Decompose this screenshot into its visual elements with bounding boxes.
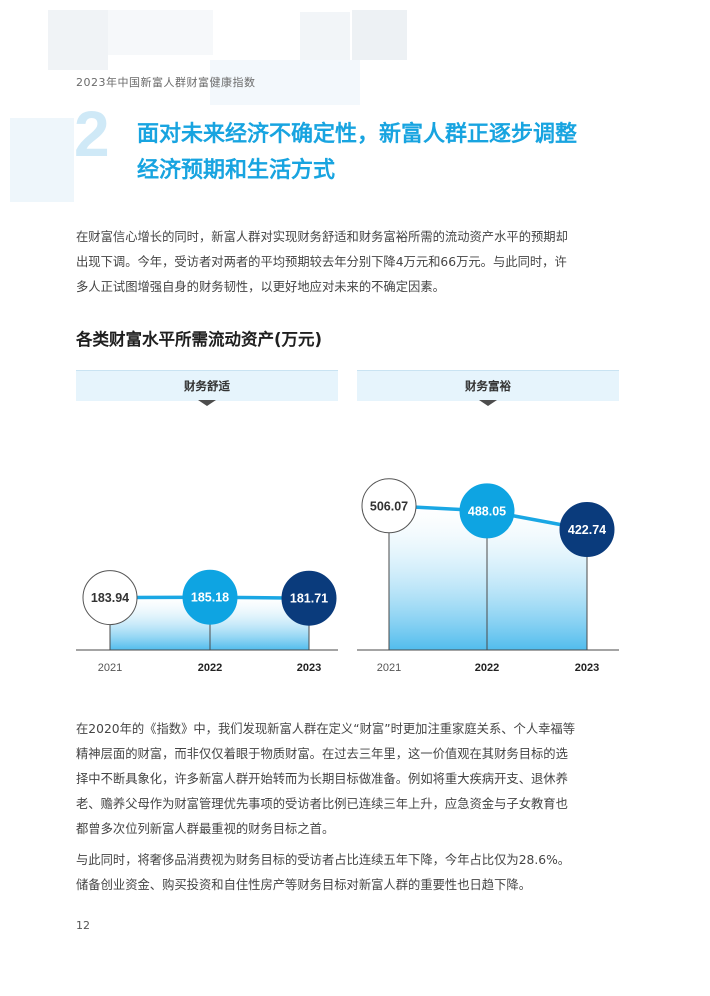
section-title-line-2: 经济预期和生活方式 — [137, 158, 336, 183]
section-number: 2 — [74, 98, 110, 170]
x-tick-label-wealthy-2021: 2021 — [377, 662, 401, 674]
decor-square-1 — [48, 10, 108, 70]
chart-title: 各类财富水平所需流动资产(万元) — [76, 330, 323, 349]
body1-line-2: 精神层面的财富，而非仅仅着眼于物质财富。在过去三年里，这一价值观在其财务目标的选 — [76, 747, 568, 761]
value-label-wealthy-2022: 488.05 — [468, 504, 506, 518]
decor-square-2 — [108, 10, 213, 55]
panel-arrow-comfort — [198, 400, 216, 406]
decor-square-4 — [352, 10, 407, 60]
running-title: 2023年中国新富人群财富健康指数 — [76, 76, 256, 89]
x-tick-label-wealthy-2022: 2022 — [475, 662, 499, 674]
data-point-wealthy-2022 — [459, 483, 515, 539]
body2-line-1: 与此同时，将奢侈品消费视为财务目标的受访者占比连续五年下降，今年占比仅为28.6… — [76, 853, 571, 867]
decor-square-5 — [10, 118, 74, 202]
area-fill-wealthy — [389, 505, 587, 650]
x-tick-label-comfort-2021: 2021 — [98, 662, 122, 674]
body2-line-2: 储备创业资金、购买投资和自住性房产等财务目标对新富人群的重要性也日趋下降。 — [76, 878, 531, 892]
data-point-comfort-2021 — [82, 570, 138, 626]
decor-square-6 — [210, 60, 360, 105]
data-point-comfort-2022 — [182, 569, 238, 625]
intro-paragraph: 在财富信心增长的同时，新富人群对实现财务舒适和财务富裕所需的流动资产水平的预期却… — [76, 225, 636, 300]
panel-arrow-wealthy — [479, 400, 497, 406]
body-paragraph-2: 与此同时，将奢侈品消费视为财务目标的受访者占比连续五年下降，今年占比仅为28.6… — [76, 848, 636, 898]
intro-line-1: 在财富信心增长的同时，新富人群对实现财务舒适和财务富裕所需的流动资产水平的预期却 — [76, 230, 568, 244]
intro-line-3: 多人正试图增强自身的财务韧性，以更好地应对未来的不确定因素。 — [76, 280, 445, 294]
body-paragraph-1: 在2020年的《指数》中，我们发现新富人群在定义“财富”时更加注重家庭关系、个人… — [76, 717, 636, 842]
body1-line-5: 都曾多次位列新富人群最重视的财务目标之首。 — [76, 822, 335, 836]
x-tick-label-comfort-2023: 2023 — [297, 662, 321, 674]
x-tick-label-comfort-2022: 2022 — [198, 662, 222, 674]
value-label-comfort-2021: 183.94 — [91, 591, 129, 605]
decor-square-3 — [300, 12, 350, 60]
page-number: 12 — [76, 919, 90, 932]
intro-line-2: 出现下调。今年，受访者对两者的平均预期较去年分别下降4万元和66万元。与此同时，… — [76, 255, 567, 269]
value-label-comfort-2023: 181.71 — [290, 592, 328, 606]
value-label-wealthy-2023: 422.74 — [568, 523, 606, 537]
panel-header-wealthy: 财务富裕 — [357, 370, 619, 401]
value-label-wealthy-2021: 506.07 — [370, 499, 408, 513]
body1-line-4: 老、赡养父母作为财富管理优先事项的受访者比例已连续三年上升，应急资金与子女教育也 — [76, 797, 568, 811]
panel-header-comfort: 财务舒适 — [76, 370, 338, 401]
section-title: 面对未来经济不确定性，新富人群正逐步调整 经济预期和生活方式 — [137, 117, 657, 189]
body1-line-3: 择中不断具象化，许多新富人群开始转而为长期目标做准备。例如将重大疾病开支、退休养 — [76, 772, 568, 786]
section-title-line-1: 面对未来经济不确定性，新富人群正逐步调整 — [137, 122, 578, 147]
body1-line-1: 在2020年的《指数》中，我们发现新富人群在定义“财富”时更加注重家庭关系、个人… — [76, 722, 576, 736]
data-point-wealthy-2023 — [559, 502, 615, 558]
value-label-comfort-2022: 185.18 — [191, 591, 229, 605]
data-point-wealthy-2021 — [361, 478, 417, 534]
x-tick-label-wealthy-2023: 2023 — [575, 662, 599, 674]
data-point-comfort-2023 — [281, 570, 337, 626]
